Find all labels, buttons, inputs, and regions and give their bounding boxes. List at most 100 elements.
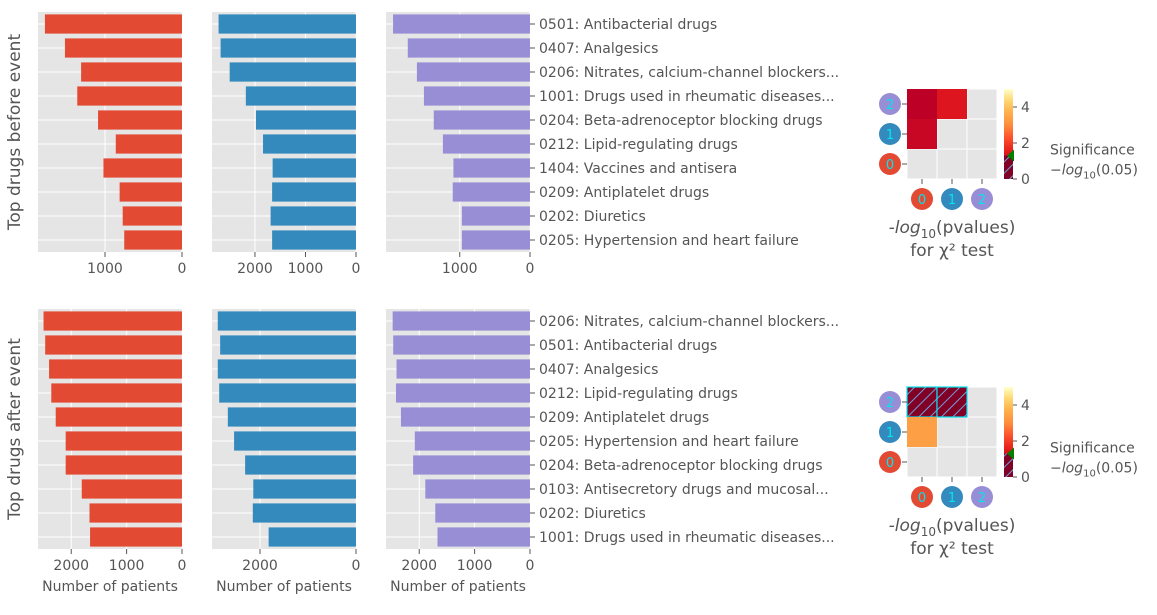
bar xyxy=(64,38,182,58)
bar xyxy=(255,110,356,130)
drug-label: 1001: Drugs used in rheumatic diseases..… xyxy=(539,530,835,546)
drug-label: 0407: Analgesics xyxy=(539,362,658,378)
bar xyxy=(414,431,530,451)
cluster-circle-label: 2 xyxy=(886,98,894,113)
bar xyxy=(245,455,356,475)
bar xyxy=(407,38,530,58)
bar xyxy=(81,62,182,82)
cluster-circle-label: 2 xyxy=(978,491,986,506)
bar xyxy=(122,206,182,226)
heatmap-cell-empty xyxy=(966,118,998,150)
bar xyxy=(55,407,182,427)
bar xyxy=(252,503,356,523)
bar xyxy=(425,479,530,499)
bar xyxy=(245,86,356,106)
bar xyxy=(98,110,182,130)
cluster-circle-label: 1 xyxy=(948,491,956,506)
heatmap-cell xyxy=(906,386,938,418)
x-tick-label: 2000 xyxy=(401,558,437,574)
drug-label: 0209: Antiplatelet drugs xyxy=(539,410,709,426)
colorbar-tick-label: 2 xyxy=(1021,434,1030,450)
drug-label: 1404: Vaccines and antisera xyxy=(539,161,737,177)
bar xyxy=(218,14,356,34)
bar xyxy=(452,182,530,202)
bar xyxy=(413,455,530,475)
bar xyxy=(268,527,356,547)
bar xyxy=(395,383,530,403)
x-tick-label: 1000 xyxy=(109,558,145,574)
cluster-circle-icon xyxy=(879,153,901,175)
cluster-circle-label: 2 xyxy=(978,193,986,208)
x-axis-label: Number of patients xyxy=(390,579,526,595)
row-label: Top drugs before event xyxy=(5,34,25,232)
bar xyxy=(435,503,530,523)
bar xyxy=(90,527,182,547)
drug-label: 0202: Diuretics xyxy=(539,209,646,225)
x-tick-label: 1000 xyxy=(457,558,493,574)
row-label: Top drugs after event xyxy=(5,338,25,521)
bar xyxy=(442,134,530,154)
significance-marker-icon xyxy=(1007,149,1014,162)
bar xyxy=(393,14,530,34)
row-0: Top drugs before event 1000 0 2000 1000 0 1 0 0 0… xyxy=(5,12,1138,277)
cluster-circle-label: 1 xyxy=(886,426,894,441)
bar xyxy=(44,14,182,34)
colorbar-tick-label: 0 xyxy=(1021,470,1030,486)
x-tick-label: 2000 xyxy=(237,261,273,277)
drug-label: 0206: Nitrates, calcium-channel blockers… xyxy=(539,65,839,81)
x-tick-label: 1000 xyxy=(87,261,123,277)
x-axis-label: Number of patients xyxy=(42,579,178,595)
bar xyxy=(270,206,356,226)
cluster-circle-label: 2 xyxy=(886,396,894,411)
cluster-circle-label: 0 xyxy=(886,158,894,173)
significance-sublabel: −log10(0.05) xyxy=(1050,163,1138,182)
heatmap-cell-empty xyxy=(936,446,968,478)
x-tick-label: 0 xyxy=(178,558,187,574)
heatmap-cell xyxy=(907,89,937,119)
heatmap-cell-empty xyxy=(936,118,968,150)
cluster-circle-icon xyxy=(879,123,901,145)
cluster-circle-icon xyxy=(879,391,901,413)
colorbar-tick-label: 4 xyxy=(1021,398,1030,414)
heatmap: 0 0 1 1 2 2 -log10(pvalues)for χ² test 0 2 4 Signi… xyxy=(879,88,1138,261)
drug-label: 0204: Beta-adrenoceptor blocking drugs xyxy=(539,113,823,129)
bar xyxy=(253,479,356,499)
x-tick-label: 0 xyxy=(526,261,535,277)
bar xyxy=(45,335,183,355)
heatmap-cell-empty xyxy=(966,446,998,478)
bar xyxy=(461,230,530,250)
bar xyxy=(81,479,182,499)
bar xyxy=(229,62,356,82)
drug-label: 0206: Nitrates, calcium-channel blockers… xyxy=(539,314,839,330)
cluster-circle-icon xyxy=(971,486,993,508)
colorbar xyxy=(1004,89,1013,179)
drug-label: 1001: Drugs used in rheumatic diseases..… xyxy=(539,89,835,105)
drug-label: 0212: Lipid-regulating drugs xyxy=(539,386,738,402)
cluster-circle-label: 1 xyxy=(948,193,956,208)
bar xyxy=(77,86,182,106)
drug-label: 0212: Lipid-regulating drugs xyxy=(539,137,738,153)
x-tick-label: 2000 xyxy=(242,558,278,574)
heatmap-x-label-line2: for χ² test xyxy=(910,241,994,261)
x-tick-label: 0 xyxy=(178,261,187,277)
heatmap-cell-empty xyxy=(936,416,968,448)
heatmap-cell xyxy=(907,417,937,447)
bar xyxy=(272,230,356,250)
bar xyxy=(433,110,530,130)
heatmap-cell-empty xyxy=(906,446,938,478)
bar xyxy=(416,62,530,82)
heatmap-x-label: -log10(pvalues) xyxy=(889,516,1016,539)
x-tick-label: 0 xyxy=(352,261,361,277)
x-tick-label: 0 xyxy=(352,558,361,574)
heatmap-x-label-line2: for χ² test xyxy=(910,539,994,559)
drug-label: 0202: Diuretics xyxy=(539,506,646,522)
drug-label: 0501: Antibacterial drugs xyxy=(539,17,717,33)
x-tick-label: 1000 xyxy=(288,261,324,277)
heatmap-cell xyxy=(936,386,968,418)
colorbar xyxy=(1004,387,1013,477)
bar xyxy=(393,335,530,355)
cluster-circle-icon xyxy=(879,93,901,115)
colorbar-hatched-region xyxy=(1004,453,1013,477)
